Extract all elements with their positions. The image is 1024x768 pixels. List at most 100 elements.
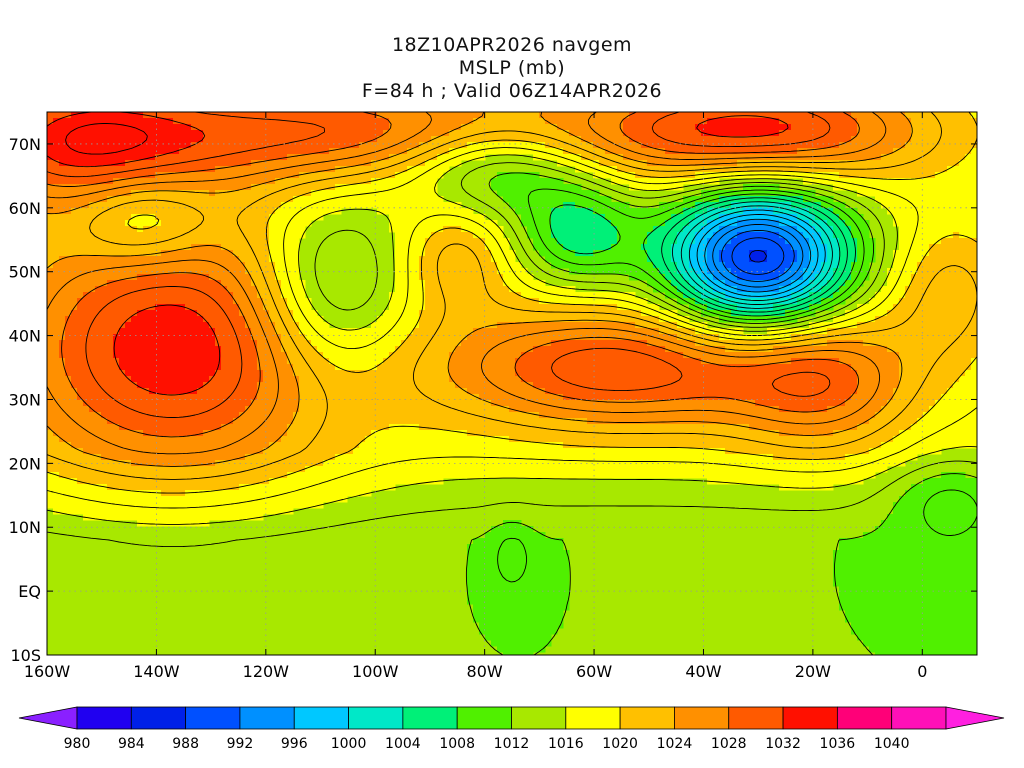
field-cell — [167, 292, 174, 299]
field-cell — [275, 214, 282, 221]
field-cell — [821, 196, 828, 203]
field-cell — [143, 208, 150, 215]
field-cell — [785, 166, 792, 173]
field-cell — [875, 190, 882, 197]
field-cell — [359, 130, 366, 137]
field-cell — [953, 220, 960, 227]
field-cell — [263, 262, 270, 269]
field-cell — [425, 298, 432, 305]
field-cell — [305, 202, 312, 209]
field-cell — [665, 178, 672, 185]
field-cell — [911, 244, 918, 251]
field-cell — [425, 322, 432, 329]
field-cell — [47, 274, 54, 281]
field-cell — [419, 112, 426, 119]
field-cell — [47, 232, 54, 239]
field-cell — [539, 328, 546, 335]
field-cell — [689, 154, 696, 161]
field-cell — [881, 130, 888, 137]
field-cell — [449, 232, 456, 239]
field-cell — [605, 172, 612, 179]
field-cell — [239, 130, 246, 137]
field-cell — [107, 202, 114, 209]
field-cell — [239, 136, 246, 143]
field-cell — [707, 130, 714, 137]
field-cell — [443, 202, 450, 209]
field-cell — [731, 166, 738, 173]
field-cell — [83, 316, 90, 323]
field-cell — [959, 184, 966, 191]
field-cell — [209, 178, 216, 185]
field-cell — [491, 268, 498, 275]
field-cell — [293, 226, 300, 233]
field-cell — [527, 304, 534, 311]
field-cell — [425, 310, 432, 317]
field-cell — [947, 244, 954, 251]
field-cell — [371, 328, 378, 335]
field-cell — [701, 238, 708, 245]
field-cell — [167, 226, 174, 233]
field-cell — [101, 202, 108, 209]
field-cell — [137, 202, 144, 209]
field-cell — [197, 172, 204, 179]
field-cell — [947, 178, 954, 185]
field-cell — [887, 280, 894, 287]
field-cell — [923, 310, 930, 317]
field-cell — [281, 154, 288, 161]
field-cell — [803, 172, 810, 179]
field-cell — [665, 238, 672, 245]
field-cell — [233, 244, 240, 251]
field-cell — [593, 220, 600, 227]
field-cell — [683, 274, 690, 281]
field-cell — [575, 202, 582, 209]
field-cell — [473, 304, 480, 311]
field-cell — [359, 112, 366, 119]
field-cell — [689, 268, 696, 275]
field-cell — [377, 316, 384, 323]
field-cell — [917, 166, 924, 173]
field-cell — [917, 214, 924, 221]
field-cell — [929, 172, 936, 179]
field-cell — [911, 256, 918, 263]
field-cell — [257, 190, 264, 197]
field-cell — [59, 136, 66, 143]
field-cell — [629, 118, 636, 125]
field-cell — [131, 136, 138, 143]
field-cell — [527, 136, 534, 143]
field-cell — [857, 214, 864, 221]
field-cell — [623, 172, 630, 179]
field-cell — [173, 178, 180, 185]
field-cell — [353, 118, 360, 125]
field-cell — [113, 142, 120, 149]
field-cell — [449, 310, 456, 317]
field-cell — [455, 250, 462, 257]
field-cell — [101, 256, 108, 263]
field-cell — [197, 214, 204, 221]
field-cell — [53, 292, 60, 299]
field-cell — [191, 268, 198, 275]
field-cell — [377, 328, 384, 335]
field-cell — [827, 214, 834, 221]
field-cell — [929, 274, 936, 281]
field-cell — [149, 118, 156, 125]
field-cell — [65, 124, 72, 131]
field-cell — [257, 280, 264, 287]
field-cell — [389, 112, 396, 119]
field-cell — [251, 268, 258, 275]
field-cell — [839, 178, 846, 185]
field-cell — [605, 262, 612, 269]
field-cell — [893, 196, 900, 203]
field-cell — [197, 136, 204, 143]
field-cell — [917, 154, 924, 161]
field-cell — [551, 238, 558, 245]
field-cell — [383, 178, 390, 185]
field-cell — [371, 130, 378, 137]
field-cell — [65, 226, 72, 233]
field-cell — [101, 190, 108, 197]
field-cell — [425, 178, 432, 185]
field-cell — [95, 196, 102, 203]
field-cell — [77, 112, 84, 119]
field-cell — [533, 292, 540, 299]
field-cell — [887, 166, 894, 173]
field-cell — [797, 214, 804, 221]
